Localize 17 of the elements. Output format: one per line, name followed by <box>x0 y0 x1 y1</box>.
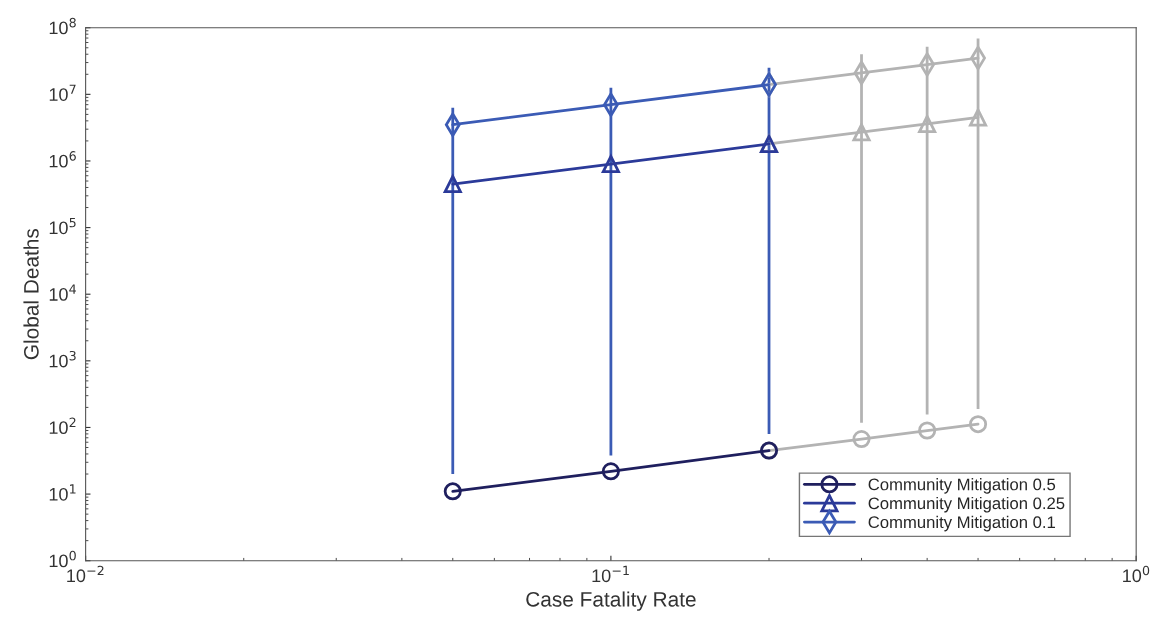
y-tick-label: 10$^{8}$ <box>49 17 76 35</box>
y-tick-label: 10$^{7}$ <box>49 84 76 101</box>
x-axis-title: Case Fatality Rate <box>526 591 696 611</box>
x-tick-label: 10$^{0}$ <box>1123 565 1150 583</box>
y-tick-label: 10$^{2}$ <box>49 417 76 435</box>
x-tick-label: 10$^{−1}$ <box>592 565 629 583</box>
y-tick-label: 10$^{5}$ <box>49 217 76 235</box>
y-tick-label: 10$^{3}$ <box>49 350 76 368</box>
y-axis-title: Global Deaths <box>23 228 39 360</box>
x-tick-label: 10$^{−2}$ <box>67 565 104 583</box>
y-tick-label: 10$^{1}$ <box>49 484 76 501</box>
legend-label: Community Mitigation 0.25 <box>868 496 1065 513</box>
y-tick-label: 10$^{4}$ <box>49 284 76 301</box>
legend-label: Community Mitigation 0.1 <box>868 515 1055 532</box>
y-tick-label: 10$^{0}$ <box>49 550 76 568</box>
legend-label: Community Mitigation 0.5 <box>868 478 1056 494</box>
y-tick-label: 10$^{6}$ <box>49 151 76 168</box>
